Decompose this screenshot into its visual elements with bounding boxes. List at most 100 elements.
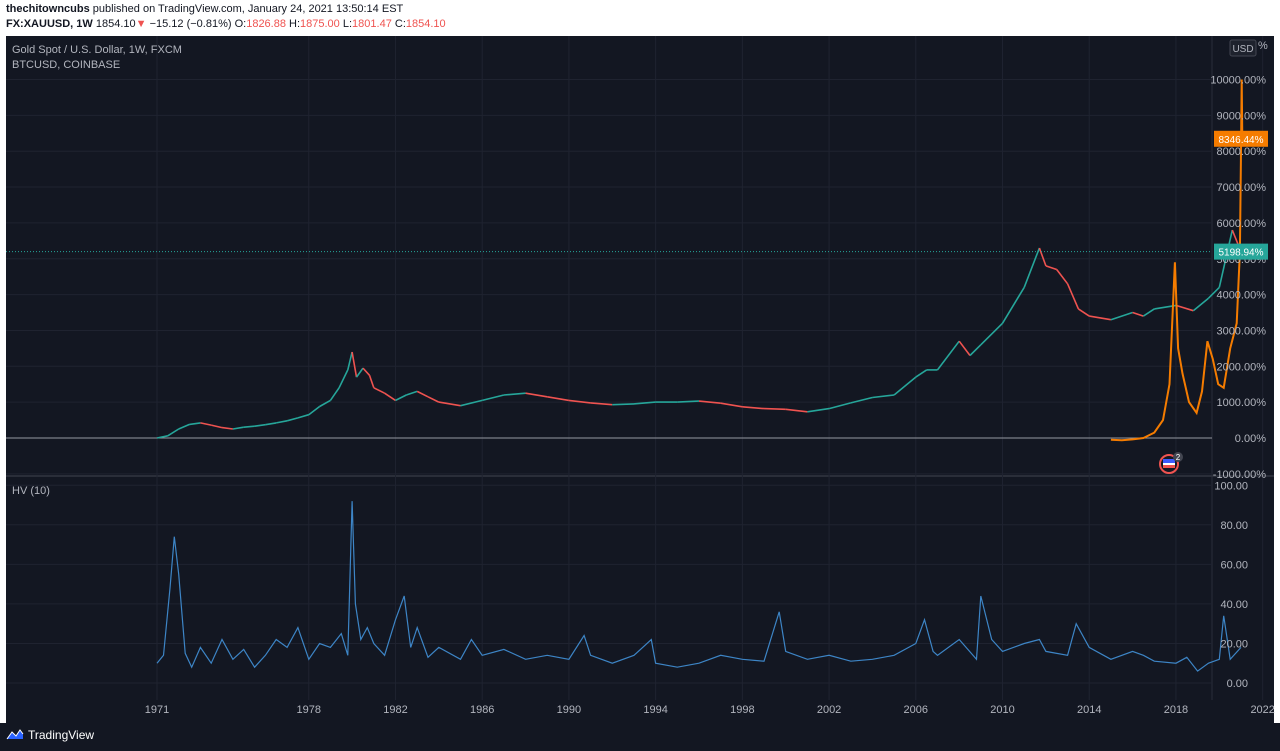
gold-series-segment[interactable] bbox=[980, 322, 1004, 346]
gold-series-segment[interactable] bbox=[243, 425, 255, 428]
gold-series-segment[interactable] bbox=[1038, 247, 1047, 267]
main-pane-plot[interactable] bbox=[156, 79, 1244, 442]
overlays: 8346.44% 5198.94% Gold Spot / U.S. Dollar,… bbox=[6, 39, 1268, 497]
gold-series-segment[interactable] bbox=[958, 340, 971, 356]
gold-series-segment[interactable] bbox=[156, 435, 168, 439]
gold-series-segment[interactable] bbox=[406, 390, 418, 396]
gold-series-segment[interactable] bbox=[677, 400, 700, 403]
gold-series-segment[interactable] bbox=[211, 424, 223, 429]
gold-series-segment[interactable] bbox=[1142, 308, 1155, 317]
compare-symbol-label[interactable]: BTCUSD, COINBASE bbox=[12, 59, 120, 71]
gold-series-segment[interactable] bbox=[368, 375, 375, 389]
gold-series-segment[interactable] bbox=[763, 407, 786, 411]
price-badge bbox=[1214, 130, 1268, 147]
gold-series-segment[interactable] bbox=[828, 402, 852, 410]
gold-series-segment[interactable] bbox=[362, 367, 371, 376]
gold-series-segment[interactable] bbox=[178, 423, 190, 430]
gold-series-segment[interactable] bbox=[373, 387, 385, 394]
gold-series-segment[interactable] bbox=[319, 399, 331, 408]
gold-series-segment[interactable] bbox=[355, 367, 364, 378]
gold-series-segment[interactable] bbox=[1207, 286, 1220, 299]
gold-series-segment[interactable] bbox=[969, 344, 982, 357]
gold-series-segment[interactable] bbox=[1175, 304, 1194, 312]
gold-series-segment[interactable] bbox=[347, 351, 353, 371]
gold-series-segment[interactable] bbox=[329, 387, 340, 401]
gold-series-segment[interactable] bbox=[915, 369, 928, 378]
gold-series-segment[interactable] bbox=[482, 394, 505, 402]
author-name[interactable]: thechitowncubs bbox=[6, 3, 90, 15]
gold-series-segment[interactable] bbox=[720, 402, 743, 408]
gold-series-segment[interactable] bbox=[351, 351, 358, 378]
price-axis[interactable]: -1000.00% 0.00% 1000.00% 2000.00% 3000.00% 40… bbox=[1210, 40, 1268, 690]
gold-series-segment[interactable] bbox=[698, 400, 721, 404]
main-pane-title[interactable]: Gold Spot / U.S. Dollar, 1W, FXCM bbox=[12, 44, 182, 56]
gold-series-segment[interactable] bbox=[568, 399, 591, 404]
published-text: published on TradingView.com, January 24… bbox=[92, 3, 404, 15]
gold-series-segment[interactable] bbox=[1056, 269, 1069, 285]
gold-series-segment[interactable] bbox=[1066, 283, 1080, 310]
gold-series-segment[interactable] bbox=[742, 406, 765, 410]
btc-series-line[interactable] bbox=[1110, 79, 1244, 442]
gold-series-segment[interactable] bbox=[807, 407, 830, 413]
gold-series-segment[interactable] bbox=[286, 417, 299, 422]
gold-series-segment[interactable] bbox=[936, 340, 960, 371]
hv-pane-title[interactable]: HV (10) bbox=[12, 485, 50, 497]
y-tick-label: 8000.00% bbox=[1216, 146, 1266, 158]
gold-series-segment[interactable] bbox=[633, 401, 656, 405]
gold-series-segment[interactable] bbox=[167, 428, 180, 437]
hv-pane-plot[interactable] bbox=[156, 501, 1242, 672]
gold-series-segment[interactable] bbox=[872, 394, 895, 399]
gold-series-segment[interactable] bbox=[1001, 286, 1025, 324]
gold-series-segment[interactable] bbox=[1077, 308, 1090, 317]
gold-series-segment[interactable] bbox=[395, 394, 407, 402]
hv-y-tick-label: 20.00 bbox=[1220, 638, 1248, 650]
gold-series-segment[interactable] bbox=[1231, 229, 1240, 247]
gold-series-segment[interactable] bbox=[427, 396, 440, 403]
x-tick-label: 1986 bbox=[470, 704, 494, 716]
gold-series-segment[interactable] bbox=[460, 399, 483, 407]
gold-series-segment[interactable] bbox=[384, 392, 396, 402]
gold-series-segment[interactable] bbox=[850, 396, 873, 404]
symbol-label[interactable]: FX:XAUUSD, 1W bbox=[6, 18, 93, 30]
gold-series-segment[interactable] bbox=[785, 408, 808, 413]
gold-series-segment[interactable] bbox=[1132, 311, 1144, 317]
gold-series-segment[interactable] bbox=[265, 422, 277, 426]
hv-y-tick-label: 100.00 bbox=[1214, 480, 1248, 492]
y-tick-label: 10000.00% bbox=[1210, 75, 1266, 87]
x-tick-label: 2006 bbox=[904, 704, 928, 716]
gold-series-segment[interactable] bbox=[525, 392, 548, 398]
footer-brand[interactable]: TradingView bbox=[6, 728, 94, 743]
y-tick-label: 4000.00% bbox=[1216, 290, 1266, 302]
hv-y-tick-label: 80.00 bbox=[1220, 520, 1248, 532]
gold-series-segment[interactable] bbox=[893, 376, 917, 396]
gold-series-segment[interactable] bbox=[232, 426, 244, 430]
gold-series-segment[interactable] bbox=[308, 405, 321, 416]
gold-series-segment[interactable] bbox=[338, 369, 349, 389]
gold-series-segment[interactable] bbox=[547, 396, 570, 402]
open-label: O: bbox=[234, 18, 247, 30]
gold-series-segment[interactable] bbox=[1045, 265, 1057, 271]
gold-series-segment[interactable] bbox=[438, 401, 461, 407]
currency-button[interactable] bbox=[1229, 39, 1257, 57]
gold-series-segment[interactable] bbox=[1192, 297, 1210, 312]
hv-series-line[interactable] bbox=[156, 501, 1242, 672]
gold-series-segment[interactable] bbox=[189, 422, 201, 426]
economic-events-icon[interactable]: 2 bbox=[1159, 452, 1183, 474]
gold-series-segment[interactable] bbox=[612, 403, 635, 406]
gold-series-segment[interactable] bbox=[276, 420, 288, 424]
gold-series-segment[interactable] bbox=[1089, 315, 1112, 321]
gold-series-segment[interactable] bbox=[200, 422, 212, 426]
x-tick-label: 2014 bbox=[1077, 704, 1101, 716]
gold-series-segment[interactable] bbox=[590, 402, 613, 406]
time-axis[interactable]: 1971 1978 1982 1986 1990 1994 1998 2002 2006 2010… bbox=[145, 704, 1275, 716]
gold-series-segment[interactable] bbox=[221, 426, 234, 430]
low-label: L: bbox=[342, 18, 353, 30]
gold-series-segment[interactable] bbox=[1023, 247, 1041, 288]
y-tick-label: 3000.00% bbox=[1216, 325, 1266, 337]
gold-series-segment[interactable] bbox=[416, 390, 429, 398]
gold-series-segment[interactable] bbox=[297, 413, 310, 419]
gold-series-segment[interactable] bbox=[254, 423, 266, 427]
gold-series-segment[interactable] bbox=[1110, 311, 1133, 321]
y-tick-label: 1000.00% bbox=[1216, 397, 1266, 409]
gold-series-segment[interactable] bbox=[503, 392, 526, 396]
